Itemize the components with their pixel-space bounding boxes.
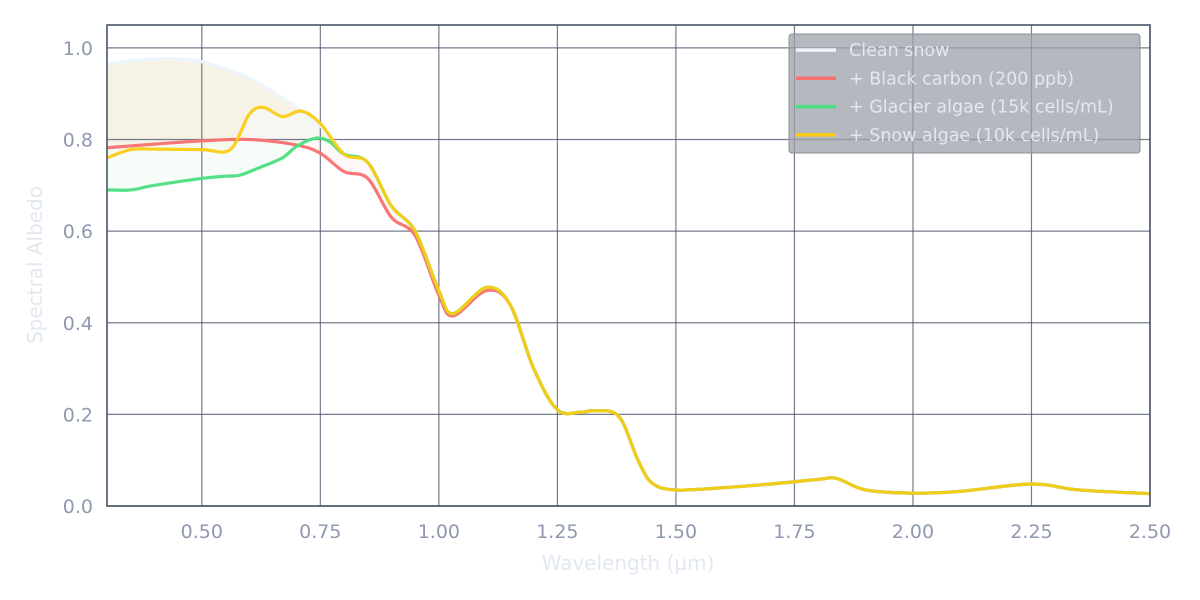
- y-tick-label: 0.0: [63, 496, 93, 518]
- legend-label: + Black carbon (200 ppb): [849, 69, 1074, 89]
- legend-box: [788, 33, 1141, 154]
- albedo-reduction-fill: [107, 58, 1150, 494]
- x-axis-label: Wavelength (µm): [542, 551, 715, 575]
- albedo-reduction-fill: [107, 58, 1150, 494]
- legend: Clean snow + Black carbon (200 ppb) + Glac…: [788, 33, 1141, 154]
- x-tick-label: 1.25: [536, 521, 578, 543]
- series-line-3: [106, 105, 1151, 496]
- x-tick-label: 2.00: [892, 521, 934, 543]
- plot-frame: [106, 24, 1151, 507]
- x-tick-label: 2.25: [1010, 521, 1052, 543]
- y-tick-label: 0.4: [63, 313, 93, 335]
- legend-label: Clean snow: [849, 41, 949, 61]
- legend-label: + Snow algae (10k cells/mL): [849, 126, 1099, 146]
- albedo-reduction-fill: [107, 58, 1150, 494]
- x-tick-label: 2.50: [1129, 521, 1171, 543]
- y-tick-label: 0.6: [63, 221, 93, 243]
- legend-label: + Glacier algae (15k cells/mL): [849, 98, 1114, 118]
- x-tick-label: 0.50: [181, 521, 223, 543]
- y-tick-label: 0.2: [63, 404, 93, 426]
- x-tick-label: 0.75: [299, 521, 341, 543]
- y-axis-label: Spectral Albedo: [23, 186, 47, 344]
- x-tick-label: 1.50: [655, 521, 697, 543]
- x-tick-label: 1.00: [418, 521, 460, 543]
- y-tick-label: 0.8: [63, 130, 93, 152]
- series-line-1: [106, 137, 1151, 496]
- x-tick-label: 1.75: [773, 521, 815, 543]
- y-tick-label: 1.0: [63, 38, 93, 60]
